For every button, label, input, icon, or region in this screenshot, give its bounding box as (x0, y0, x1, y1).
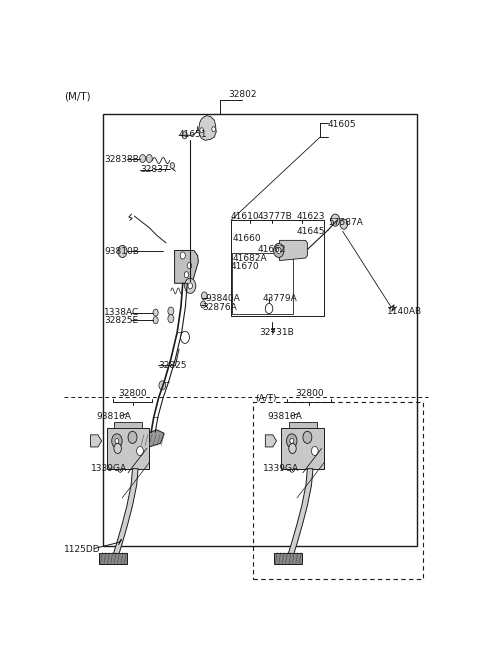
Text: 1339GA: 1339GA (263, 464, 299, 473)
Circle shape (312, 447, 318, 455)
Circle shape (118, 245, 127, 258)
Circle shape (201, 301, 206, 308)
Polygon shape (199, 115, 216, 140)
Circle shape (137, 447, 144, 455)
Text: 41605: 41605 (328, 119, 357, 129)
Circle shape (146, 154, 152, 163)
Polygon shape (279, 240, 307, 260)
Polygon shape (289, 422, 317, 428)
Circle shape (202, 292, 207, 300)
Circle shape (265, 304, 273, 314)
Circle shape (289, 465, 295, 472)
Circle shape (112, 434, 122, 448)
Circle shape (184, 272, 189, 277)
Circle shape (168, 315, 174, 323)
Circle shape (289, 443, 296, 453)
Polygon shape (274, 552, 302, 564)
Polygon shape (114, 422, 142, 428)
Text: 32800: 32800 (118, 389, 147, 398)
Circle shape (153, 317, 158, 323)
Circle shape (182, 132, 187, 139)
Text: 1140AB: 1140AB (387, 306, 422, 316)
Text: 32731B: 32731B (259, 328, 294, 337)
Text: 41670: 41670 (230, 262, 259, 271)
Text: 41610: 41610 (230, 212, 259, 220)
Circle shape (140, 154, 145, 163)
Polygon shape (288, 468, 313, 554)
Circle shape (290, 438, 294, 443)
Bar (253, 402, 423, 579)
Text: (A/T): (A/T) (255, 394, 277, 403)
Circle shape (276, 247, 281, 253)
Text: 93810B: 93810B (104, 247, 139, 256)
Circle shape (180, 252, 185, 259)
Circle shape (128, 431, 137, 443)
Polygon shape (281, 428, 324, 468)
Text: 32825E: 32825E (104, 316, 138, 325)
Circle shape (185, 278, 196, 293)
Circle shape (170, 163, 175, 169)
Circle shape (114, 443, 121, 453)
Circle shape (303, 431, 312, 443)
Text: 41645: 41645 (296, 227, 325, 236)
Polygon shape (113, 468, 138, 554)
Polygon shape (91, 435, 102, 447)
Polygon shape (175, 251, 198, 283)
Text: 43777B: 43777B (257, 212, 292, 220)
Text: 32838B: 32838B (105, 155, 139, 164)
Polygon shape (265, 435, 276, 447)
Circle shape (118, 465, 123, 472)
Bar (232, 253, 293, 314)
Text: 93810A: 93810A (267, 412, 302, 420)
Text: 41662: 41662 (257, 245, 286, 254)
Text: 41623: 41623 (296, 212, 325, 220)
Text: 1125DD: 1125DD (64, 545, 100, 554)
Polygon shape (140, 430, 164, 447)
Circle shape (331, 214, 340, 226)
Text: 1339GA: 1339GA (91, 464, 127, 473)
Circle shape (168, 307, 174, 315)
Text: 41660: 41660 (233, 234, 262, 243)
Bar (231, 220, 324, 316)
Bar (103, 114, 417, 546)
Circle shape (340, 219, 348, 229)
Circle shape (159, 380, 166, 390)
Circle shape (287, 434, 297, 448)
Text: (M/T): (M/T) (64, 91, 90, 101)
Text: 41651: 41651 (179, 130, 208, 139)
Text: 32800: 32800 (295, 389, 324, 398)
Circle shape (187, 262, 192, 269)
Circle shape (188, 283, 192, 289)
Circle shape (200, 128, 204, 133)
Text: 93810A: 93810A (96, 412, 132, 420)
Circle shape (115, 438, 119, 443)
Text: 32837: 32837 (140, 165, 168, 174)
Circle shape (180, 331, 190, 343)
Text: 43779A: 43779A (263, 294, 298, 303)
Circle shape (274, 243, 284, 258)
Circle shape (212, 127, 216, 132)
Text: 32802: 32802 (228, 90, 256, 99)
Text: 57587A: 57587A (328, 218, 363, 227)
Polygon shape (99, 552, 127, 564)
Text: 93840A: 93840A (205, 294, 240, 303)
Text: 1338AC: 1338AC (104, 308, 139, 317)
Polygon shape (107, 428, 149, 468)
Circle shape (153, 309, 158, 316)
Text: 41682A: 41682A (233, 253, 268, 262)
Text: 32876A: 32876A (202, 302, 237, 312)
Text: 32825: 32825 (158, 361, 187, 370)
